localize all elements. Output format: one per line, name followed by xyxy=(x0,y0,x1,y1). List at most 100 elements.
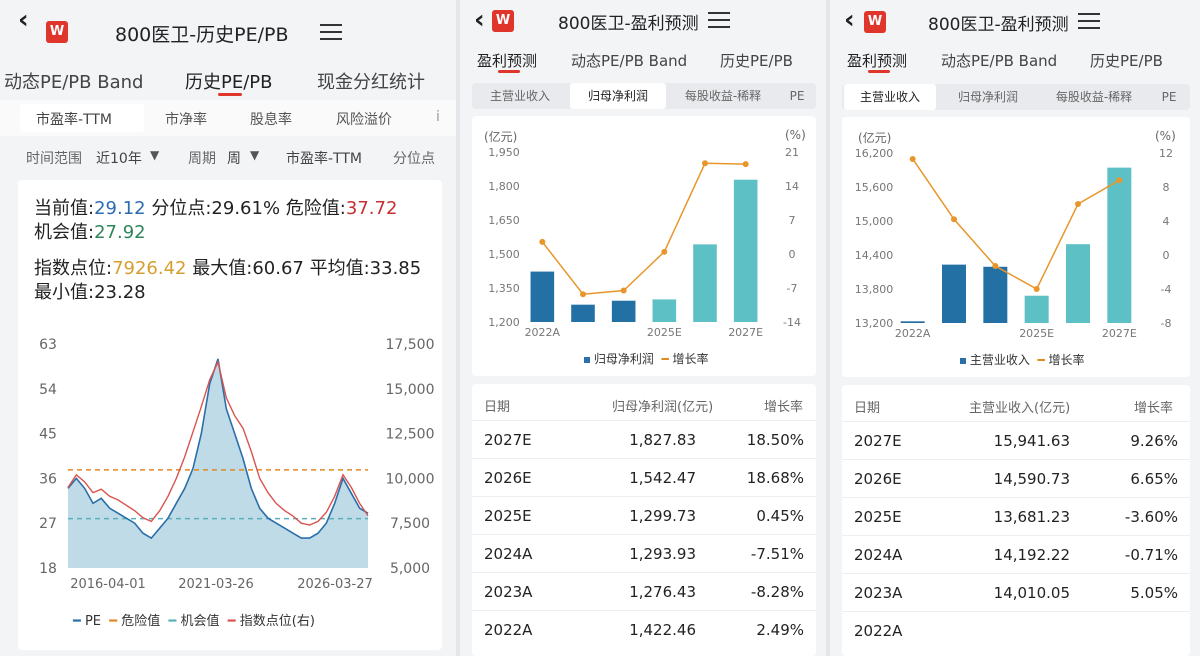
chart-legend: ━ PE ━ 危险值 ━ 机会值 ━ 指数点位(右) xyxy=(73,610,315,629)
app-logo-icon: W xyxy=(492,10,514,32)
subtab-eps-diluted[interactable]: 每股收益-稀释 xyxy=(684,89,762,103)
value-cell: 14,590.73 xyxy=(993,470,1070,488)
filter-row: 时间范围 近10年 ▼ 周期 周 ▼ 市盈率-TTM 分位点 xyxy=(0,142,456,172)
forecast-table: 日期 归母净利润(亿元) 增长率 2027E 1,827.83 18.50% 2026… xyxy=(472,384,816,656)
y-right-tick-label: -8 xyxy=(1161,317,1172,330)
pe-area-fill xyxy=(68,358,368,568)
y-left-tick-label: 1,650 xyxy=(488,214,520,227)
x-tick-label: 2016-04-01 xyxy=(70,577,146,592)
rate-cell: 18.50% xyxy=(746,431,804,449)
subtab-dividend-yield[interactable]: 股息率 xyxy=(250,112,292,128)
tab-pe-pb-band[interactable]: 动态PE/PB Band xyxy=(571,52,688,70)
legend-revenue: 主营业收入 xyxy=(969,353,1030,367)
min-value: 23.28 xyxy=(94,282,146,303)
y-left-tick-label: 45 xyxy=(39,427,57,443)
subtab-net-profit[interactable]: 归母净利润 xyxy=(570,83,666,109)
table-row: 2023A 1,276.43 -8.28% xyxy=(472,572,816,610)
tab-profit-forecast[interactable]: 盈利预测 xyxy=(847,52,908,70)
y-right-tick-label: 5,000 xyxy=(390,561,430,577)
right-unit-label: (%) xyxy=(1155,129,1176,143)
forecast-table: 日期 主营业收入(亿元) 增长率 2027E 15,941.63 9.26% 2026… xyxy=(842,385,1190,656)
chart-legend: 归母净利润 ━ 增长率 xyxy=(584,350,709,367)
tab-history-pe-pb[interactable]: 历史PE/PB xyxy=(720,52,793,70)
chevron-down-icon[interactable]: ▼ xyxy=(150,148,160,162)
back-arrow-icon[interactable]: ‹ xyxy=(18,5,29,35)
subtab-risk-premium[interactable]: 风险溢价 xyxy=(336,112,392,128)
col-revenue: 主营业收入(亿元) xyxy=(969,401,1071,416)
subtab-revenue[interactable]: 主营业收入 xyxy=(844,84,936,110)
top-bar: ‹ W 800医卫-盈利预测 xyxy=(830,0,1200,40)
x-tick-label: 2026-03-27 xyxy=(297,577,373,592)
chance-value: 27.92 xyxy=(94,222,146,243)
subtab-eps-diluted[interactable]: 每股收益-稀释 xyxy=(1055,90,1133,104)
subtab-pe-ttm[interactable]: 市盈率-TTM xyxy=(36,112,112,128)
tab-profit-forecast[interactable]: 盈利预测 xyxy=(477,52,538,70)
table-row: 2026E 14,590.73 6.65% xyxy=(842,459,1190,497)
revenue-forecast-panel: ‹ W 800医卫-盈利预测 盈利预测 动态PE/PB Band 历史PE/PB… xyxy=(830,0,1200,656)
filter-settings-icon[interactable] xyxy=(1078,13,1100,31)
y-right-tick-label: -4 xyxy=(1161,283,1172,296)
metric-select[interactable]: 市盈率-TTM xyxy=(286,151,362,167)
x-tick-label: 2022A xyxy=(895,327,931,340)
page-title: 800医卫-盈利预测 xyxy=(558,14,699,34)
date-cell: 2022A xyxy=(854,622,903,640)
line-legend-icon: ━ xyxy=(1037,353,1045,367)
growth-rate-point xyxy=(702,160,708,167)
value-cell: 1,827.83 xyxy=(629,431,696,449)
index-legend-icon: ━ xyxy=(227,614,236,629)
tab-history-pe-pb[interactable]: 历史PE/PB xyxy=(185,72,273,93)
tab-history-pe-pb[interactable]: 历史PE/PB xyxy=(1090,52,1163,70)
bar-2022A xyxy=(530,271,555,322)
filter-settings-icon[interactable] xyxy=(708,12,730,30)
x-tick-label: 2025E xyxy=(1019,327,1054,340)
value-cell: 1,542.47 xyxy=(629,469,696,487)
legend-net-profit: 归母净利润 xyxy=(593,352,654,366)
growth-rate-line xyxy=(541,162,746,295)
date-cell: 2026E xyxy=(484,469,532,487)
x-tick-label: 2021-03-26 xyxy=(178,577,254,592)
chevron-down-icon[interactable]: ▼ xyxy=(250,148,260,162)
value-cell: 1,422.46 xyxy=(629,621,696,639)
growth-rate-line xyxy=(912,158,1120,291)
pe-history-chart: 63 54 45 36 27 18 17,500 15,000 12,500 10,000 7,50… xyxy=(39,337,434,592)
value-cell: 14,192.22 xyxy=(993,546,1070,564)
value-cell: 15,941.63 xyxy=(993,432,1070,450)
range-select[interactable]: 近10年 xyxy=(96,151,142,167)
date-cell: 2024A xyxy=(484,545,533,563)
back-arrow-icon[interactable]: ‹ xyxy=(474,5,485,35)
period-select[interactable]: 周 xyxy=(227,151,241,167)
forecast-chart-card: (亿元) (%) 1,950 1,800 1,650 1,500 1,350 1,200 2… xyxy=(472,116,816,376)
metric-subtabs: 市盈率-TTM 市净率 股息率 风险溢价 i xyxy=(0,100,456,136)
subtab-net-profit[interactable]: 归母净利润 xyxy=(957,90,1018,104)
x-tick-label: 2027E xyxy=(1102,327,1137,340)
bar-2022A xyxy=(900,321,925,323)
subtab-pe[interactable]: PE xyxy=(1161,90,1177,104)
subtab-more[interactable]: i xyxy=(436,109,440,125)
percentile-filter[interactable]: 分位点 xyxy=(393,151,435,167)
tab-dividend-stats[interactable]: 现金分红统计 xyxy=(317,72,425,93)
y-left-tick-label: 36 xyxy=(39,471,57,487)
growth-rate-point xyxy=(661,248,668,255)
app-logo-icon: W xyxy=(864,11,886,33)
back-arrow-icon[interactable]: ‹ xyxy=(844,5,855,35)
table-row: 2024A 14,192.22 -0.71% xyxy=(842,535,1190,573)
subtab-pe[interactable]: PE xyxy=(789,89,805,103)
subtab-revenue[interactable]: 主营业收入 xyxy=(489,89,550,103)
metric-subtabs: 主营业收入 归母净利润 每股收益-稀释 PE xyxy=(472,83,816,109)
table-row: 2024A 1,293.93 -7.51% xyxy=(472,534,816,572)
y-left-tick-label: 1,500 xyxy=(488,248,520,261)
filter-settings-icon[interactable] xyxy=(320,24,342,42)
rate-cell: 18.68% xyxy=(746,469,804,487)
y-left-tick-label: 63 xyxy=(39,337,57,353)
right-unit-label: (%) xyxy=(785,128,806,142)
bar-2026E xyxy=(693,244,717,322)
tab-pe-pb-band[interactable]: 动态PE/PB Band xyxy=(4,72,144,93)
table-row: 2025E 1,299.73 0.45% xyxy=(472,496,816,534)
y-right-tick-label: 8 xyxy=(1163,181,1170,194)
top-bar: ‹ W 800医卫-盈利预测 xyxy=(460,0,826,40)
table-row: 2027E 15,941.63 9.26% xyxy=(842,421,1190,459)
subtab-pb[interactable]: 市净率 xyxy=(165,112,207,128)
tab-pe-pb-band[interactable]: 动态PE/PB Band xyxy=(941,52,1058,70)
stats-line-4: 最小值:23.28 xyxy=(34,282,146,303)
y-left-tick-label: 15,600 xyxy=(855,181,894,194)
